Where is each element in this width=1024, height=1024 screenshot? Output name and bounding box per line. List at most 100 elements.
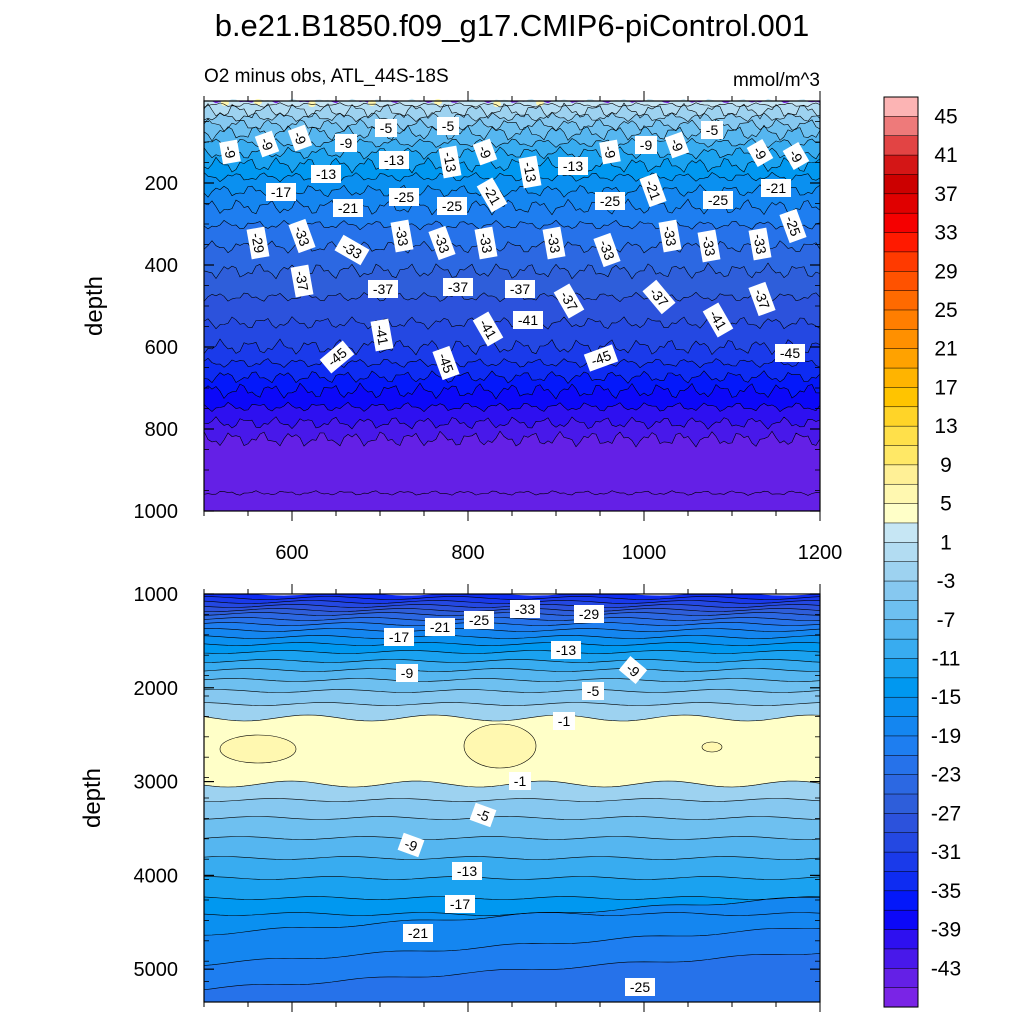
svg-text:-13: -13 [457, 863, 477, 879]
bottom-contour-label: -29 [574, 605, 604, 623]
bottom-contour-label: -25 [625, 978, 655, 996]
top-contour-label: -13 [379, 151, 409, 169]
bottom-contour-line [203, 659, 821, 663]
svg-text:-13: -13 [556, 642, 576, 658]
top-contour-label: -25 [703, 191, 733, 209]
colorbar-swatch [883, 909, 919, 931]
top-contour-label: -25 [437, 197, 467, 215]
bottom-contour-label: -17 [445, 895, 475, 913]
top-band-deep [204, 490, 820, 511]
top-contour-line [203, 430, 821, 448]
bottom-contour-line [203, 604, 821, 608]
colorbar-swatch [883, 483, 919, 505]
colorbar-swatch [883, 329, 919, 350]
top-contour-label: -25 [595, 192, 625, 210]
top-contour-label: -37 [505, 280, 535, 298]
colorbar-label: 21 [934, 338, 957, 361]
bottom-contour-line [203, 678, 821, 682]
bottom-contour-line [203, 896, 821, 936]
svg-text:-33: -33 [476, 232, 495, 255]
colorbar-label: 1 [940, 531, 952, 554]
top-contour-label: -37 [748, 281, 776, 317]
colorbar-label: -43 [931, 957, 961, 980]
svg-text:-25: -25 [469, 612, 489, 628]
top-contour-label: -29 [246, 226, 270, 260]
svg-text:-9: -9 [667, 136, 686, 153]
top-positive-patch [493, 101, 501, 107]
svg-text:-29: -29 [579, 606, 599, 622]
top-contour-label: -13 [518, 155, 542, 189]
bottom-contour-labels: -33 -29 -25 -21 -17 -13 -9 -9 -5 -1 -1 -5 -9 -13 -17 -2… [384, 600, 655, 996]
bottom-contour-label: -21 [403, 924, 433, 942]
svg-text:-37: -37 [448, 279, 468, 295]
colorbar-label: 41 [934, 144, 957, 167]
colorbar-swatch [883, 522, 919, 543]
top-contour-label: -21 [639, 172, 667, 208]
svg-text:-9: -9 [401, 665, 414, 681]
bottom-contour-line [203, 617, 821, 621]
top-contour-label: -5 [437, 117, 459, 135]
bottom-y-tick-label: 5000 [134, 959, 179, 981]
colorbar-swatch [883, 445, 919, 466]
colorbar-label: 5 [940, 493, 952, 516]
top-contour-line [203, 490, 821, 496]
colorbar-swatch [883, 600, 919, 621]
top-plot-area [204, 98, 820, 512]
svg-text:-1: -1 [558, 713, 571, 729]
bottom-contour-line [203, 668, 820, 672]
colorbar-label: 29 [934, 260, 957, 283]
svg-text:-13: -13 [520, 161, 539, 184]
colorbar-swatch [883, 658, 919, 679]
colorbar-swatch [883, 309, 919, 330]
top-contour-label: -33 [390, 219, 414, 253]
top-contour-label: -37 [290, 264, 314, 298]
colorbar-label: 25 [934, 299, 957, 322]
top-units-label: mmol/m^3 [733, 70, 820, 91]
svg-text:-41: -41 [518, 312, 538, 328]
svg-text:-33: -33 [750, 233, 769, 256]
bottom-positive-patch [463, 723, 537, 769]
top-contour-label: -33 [288, 218, 316, 254]
top-y-axis-label: depth [81, 276, 108, 336]
colorbar-swatch [883, 193, 919, 214]
svg-text:-9: -9 [257, 135, 276, 152]
bottom-contour-label: -9 [397, 832, 425, 858]
top-contour-label: -9 [335, 134, 357, 152]
svg-text:-37: -37 [373, 281, 393, 297]
top-contour-line [203, 156, 821, 174]
bottom-contour-line [203, 642, 821, 646]
top-contour-label: -33 [474, 226, 498, 260]
colorbar-swatch [883, 619, 919, 640]
colorbar-swatch [883, 154, 919, 175]
colorbar-swatch [883, 232, 919, 253]
colorbar-swatch [883, 987, 919, 1008]
colorbar-label: 9 [940, 454, 952, 477]
top-contour-label: -9 [219, 139, 241, 165]
colorbar-swatch [883, 832, 919, 853]
top-positive-patch [308, 101, 316, 107]
colorbar-swatch [883, 348, 919, 369]
top-axis-ticks: 200 400 600 800 1000 600 800 1000 1200 [134, 91, 842, 564]
bottom-contour-label: -21 [425, 618, 455, 636]
bottom-contour-line [203, 876, 821, 880]
colorbar-swatch [883, 96, 919, 117]
svg-text:-17: -17 [450, 896, 470, 912]
bottom-panel: -33 -29 -25 -21 -17 -13 -9 -9 -5 -1 -1 -5 -9 -13 -17 -2… [79, 584, 821, 1012]
bottom-y-tick-label: 3000 [134, 772, 179, 794]
top-contour-label: -9 [746, 138, 774, 168]
colorbar-swatch [883, 367, 919, 388]
svg-text:-25: -25 [630, 979, 650, 995]
bottom-contour-line [203, 912, 821, 916]
svg-text:-33: -33 [699, 235, 718, 258]
svg-text:-41: -41 [372, 324, 391, 347]
svg-text:-25: -25 [600, 193, 620, 209]
svg-text:-9: -9 [475, 143, 494, 160]
svg-text:-29: -29 [248, 232, 267, 255]
svg-text:-37: -37 [292, 270, 311, 293]
top-x-tick-label: 1000 [622, 542, 667, 564]
svg-text:-33: -33 [291, 224, 313, 249]
colorbar-swatch [883, 735, 919, 756]
bottom-contour-line [203, 702, 821, 706]
top-contour-label: -33 [428, 225, 456, 261]
top-contour-label: -25 [779, 208, 807, 244]
